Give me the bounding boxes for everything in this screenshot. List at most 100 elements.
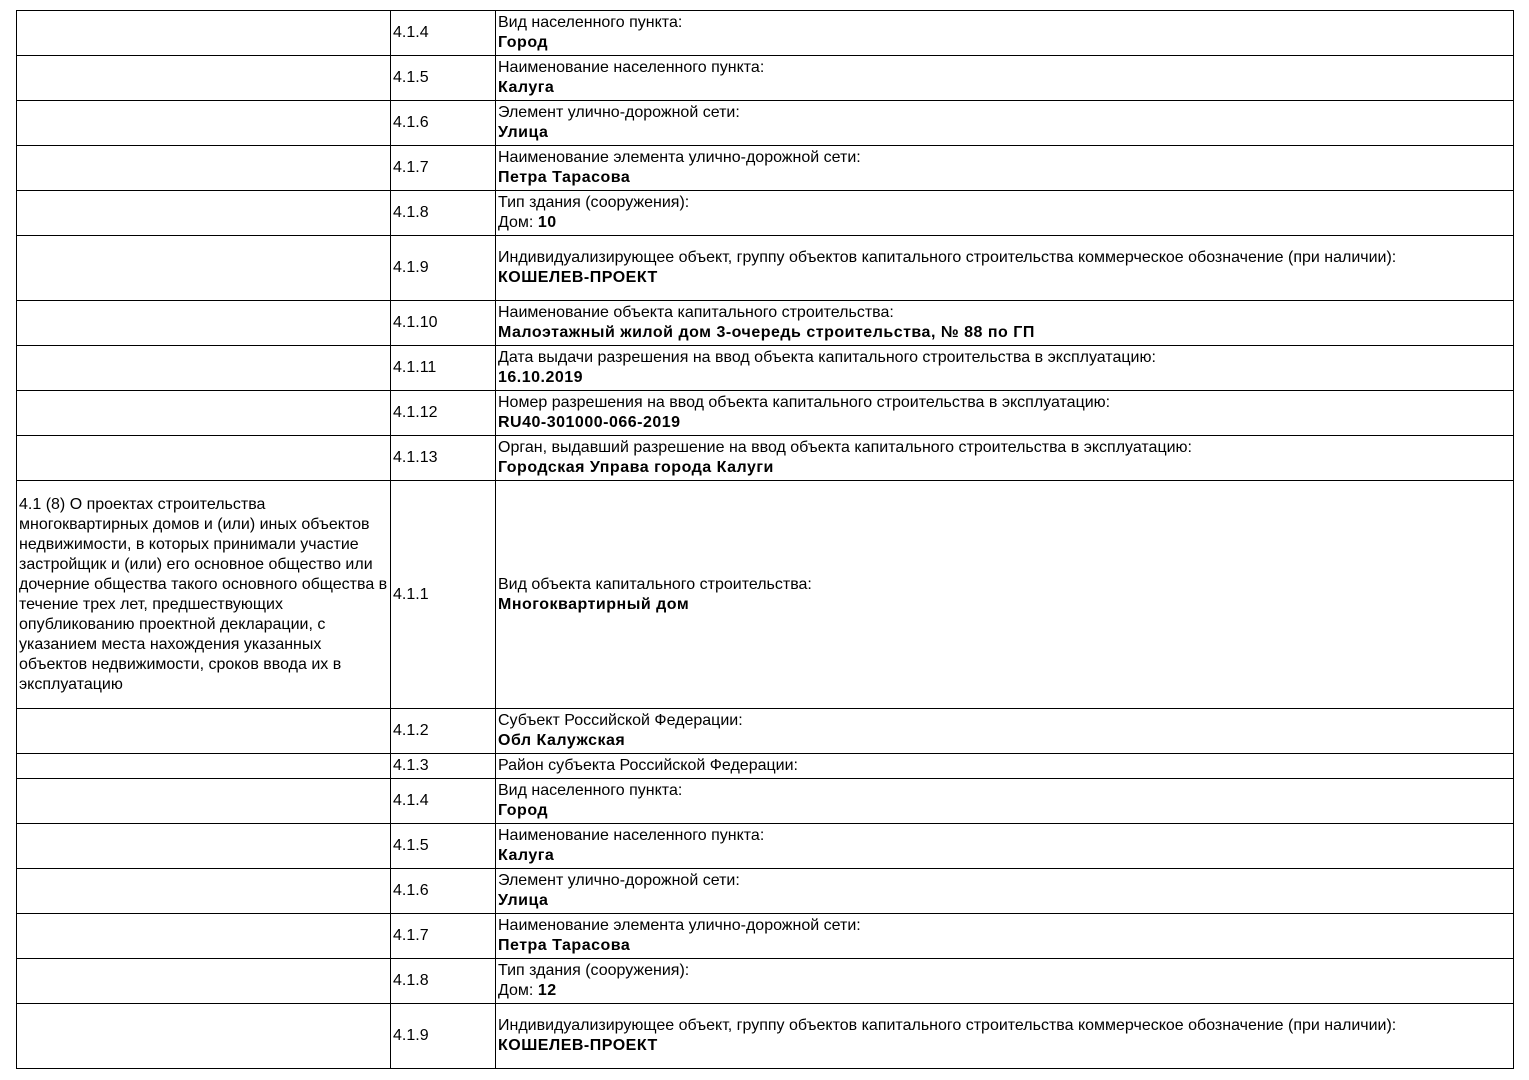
item-label: Вид населенного пункта: [498, 14, 683, 31]
section-cell [16, 345, 391, 391]
item-content: Тип здания (сооружения): Дом: 12 [495, 958, 1514, 1004]
item-code: 4.1.4 [390, 778, 496, 824]
section-cell [16, 708, 391, 754]
table-row: 4.1.4 Вид населенного пункта: Город [16, 10, 1514, 56]
section-cell: 4.1 (8) О проектах строительства многокв… [16, 480, 391, 709]
item-content: Наименование элемента улично-дорожной се… [495, 145, 1514, 191]
item-value: Обл Калужская [498, 732, 626, 749]
item-content: Элемент улично-дорожной сети: Улица [495, 868, 1514, 914]
section-cell [16, 145, 391, 191]
item-content: Наименование элемента улично-дорожной се… [495, 913, 1514, 959]
item-code: 4.1.4 [390, 10, 496, 56]
item-label: Наименование элемента улично-дорожной се… [498, 917, 861, 934]
item-code: 4.1.10 [390, 300, 496, 346]
section-cell [16, 435, 391, 481]
item-label: Элемент улично-дорожной сети: [498, 872, 740, 889]
table-row: 4.1.11 Дата выдачи разрешения на ввод объ… [16, 345, 1514, 391]
item-code: 4.1.5 [390, 55, 496, 101]
table-row: 4.1.13 Орган, выдавший разрешение на ввод… [16, 435, 1514, 481]
item-value: RU40-301000-066-2019 [498, 414, 681, 431]
table-row: 4.1.6 Элемент улично-дорожной сети: Улица [16, 868, 1514, 914]
section-cell [16, 1003, 391, 1069]
item-value-prefix: Дом: [498, 214, 538, 231]
item-code: 4.1.2 [390, 708, 496, 754]
table-row: 4.1 (8) О проектах строительства многокв… [16, 480, 1514, 709]
table-row: 4.1.6 Элемент улично-дорожной сети: Улица [16, 100, 1514, 146]
item-code: 4.1.1 [390, 480, 496, 709]
item-value: Петра Тарасова [498, 937, 631, 954]
item-content: Тип здания (сооружения): Дом: 10 [495, 190, 1514, 236]
table-row: 4.1.5 Наименование населенного пункта: Кал… [16, 55, 1514, 101]
section-cell [16, 10, 391, 56]
item-content: Вид объекта капитального строительства: М… [495, 480, 1514, 709]
item-value: Малоэтажный жилой дом 3-очередь строител… [498, 324, 1035, 341]
table-row: 4.1.8 Тип здания (сооружения): Дом: 12 [16, 958, 1514, 1004]
section-cell [16, 958, 391, 1004]
item-content: Элемент улично-дорожной сети: Улица [495, 100, 1514, 146]
item-value: 10 [537, 214, 557, 231]
item-label: Элемент улично-дорожной сети: [498, 104, 740, 121]
item-label: Индивидуализирующее объект, группу объек… [498, 1017, 1397, 1034]
table-row: 4.1.4 Вид населенного пункта: Город [16, 778, 1514, 824]
item-label: Наименование населенного пункта: [498, 827, 765, 844]
item-code: 4.1.5 [390, 823, 496, 869]
item-value: Город [498, 802, 549, 819]
item-value: Улица [498, 892, 549, 909]
item-content: Вид населенного пункта: Город [495, 10, 1514, 56]
section-cell [16, 753, 391, 779]
section-cell [16, 868, 391, 914]
table-row: 4.1.10 Наименование объекта капитального … [16, 300, 1514, 346]
section-cell [16, 823, 391, 869]
table-row: 4.1.9 Индивидуализирующее объект, группу … [16, 235, 1514, 301]
item-code: 4.1.6 [390, 868, 496, 914]
declaration-table: 4.1.4 Вид населенного пункта: Город 4.1.5 На… [16, 10, 1514, 1069]
table-row: 4.1.7 Наименование элемента улично-дорожн… [16, 145, 1514, 191]
item-label: Субъект Российской Федерации: [498, 712, 743, 729]
item-value: Город [498, 34, 549, 51]
section-cell [16, 300, 391, 346]
item-label: Орган, выдавший разрешение на ввод объек… [498, 439, 1192, 456]
table-row: 4.1.12 Номер разрешения на ввод объекта к… [16, 390, 1514, 436]
item-value: Многоквартирный дом [498, 595, 690, 613]
item-value: Калуга [498, 847, 555, 864]
item-code: 4.1.8 [390, 958, 496, 1004]
section-cell [16, 235, 391, 301]
item-content: Наименование населенного пункта: Калуга [495, 823, 1514, 869]
item-content: Наименование объекта капитального строит… [495, 300, 1514, 346]
item-label: Индивидуализирующее объект, группу объек… [498, 249, 1397, 266]
item-code: 4.1.8 [390, 190, 496, 236]
item-label: Наименование элемента улично-дорожной се… [498, 149, 861, 166]
section-cell [16, 190, 391, 236]
item-label: Наименование населенного пункта: [498, 59, 765, 76]
item-content: Субъект Российской Федерации: Обл Калужск… [495, 708, 1514, 754]
item-code: 4.1.12 [390, 390, 496, 436]
section-cell [16, 778, 391, 824]
item-code: 4.1.9 [390, 235, 496, 301]
item-code: 4.1.6 [390, 100, 496, 146]
section-cell [16, 913, 391, 959]
item-content: Район субъекта Российской Федерации: [495, 753, 1514, 779]
section-cell [16, 100, 391, 146]
item-content: Индивидуализирующее объект, группу объек… [495, 1003, 1514, 1069]
item-label: Тип здания (сооружения): [498, 194, 690, 211]
item-value-prefix: Дом: [498, 982, 538, 999]
item-value: Городская Управа города Калуги [498, 459, 774, 476]
table-row: 4.1.9 Индивидуализирующее объект, группу … [16, 1003, 1514, 1069]
item-label: Номер разрешения на ввод объекта капитал… [498, 394, 1111, 411]
item-value: 12 [537, 982, 557, 999]
item-label: Район субъекта Российской Федерации: [498, 757, 798, 774]
item-value: КОШЕЛЕВ-ПРОЕКТ [498, 1037, 658, 1054]
item-code: 4.1.9 [390, 1003, 496, 1069]
item-code: 4.1.13 [390, 435, 496, 481]
item-label: Вид населенного пункта: [498, 782, 683, 799]
item-content: Индивидуализирующее объект, группу объек… [495, 235, 1514, 301]
item-code: 4.1.7 [390, 145, 496, 191]
section-cell [16, 390, 391, 436]
item-content: Дата выдачи разрешения на ввод объекта к… [495, 345, 1514, 391]
item-code: 4.1.3 [390, 753, 496, 779]
item-code: 4.1.7 [390, 913, 496, 959]
section-cell [16, 55, 391, 101]
item-value: Калуга [498, 79, 555, 96]
item-label: Дата выдачи разрешения на ввод объекта к… [498, 349, 1156, 366]
table-row: 4.1.2 Субъект Российской Федерации: Обл Ка… [16, 708, 1514, 754]
